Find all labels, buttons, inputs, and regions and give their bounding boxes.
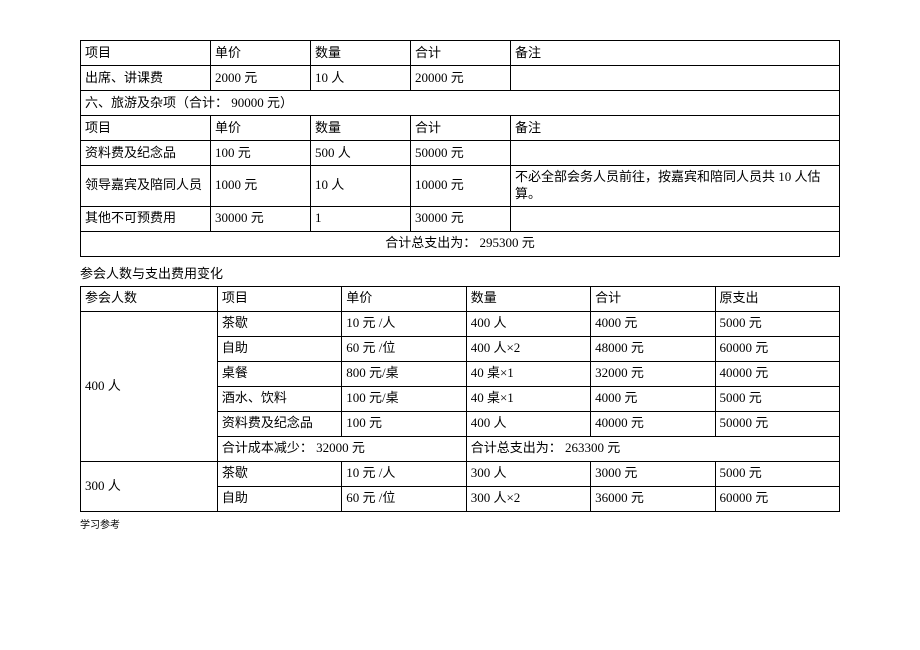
col-header: 原支出 [715, 286, 839, 311]
cell: 10000 元 [411, 166, 511, 207]
cell: 100 元 [211, 141, 311, 166]
cell: 36000 元 [591, 486, 715, 511]
cell: 桌餐 [217, 361, 341, 386]
total-row: 合计总支出为： 295300 元 [81, 231, 840, 256]
cell: 100 元 [342, 411, 466, 436]
table-header-row: 项目 单价 数量 合计 备注 [81, 116, 840, 141]
attendance-cost-table: 参会人数 项目 单价 数量 合计 原支出 400 人 茶歇 10 元 /人 40… [80, 286, 840, 512]
col-header: 数量 [311, 116, 411, 141]
cell: 5000 元 [715, 311, 839, 336]
cell: 60000 元 [715, 336, 839, 361]
table-row: 出席、讲课费 2000 元 10 人 20000 元 [81, 66, 840, 91]
table-row: 资料费及纪念品 100 元 500 人 50000 元 [81, 141, 840, 166]
table-row: 领导嘉宾及陪同人员 1000 元 10 人 10000 元 不必全部会务人员前往… [81, 166, 840, 207]
cell: 100 元/桌 [342, 386, 466, 411]
cell: 300 人×2 [466, 486, 590, 511]
cell: 300 人 [466, 461, 590, 486]
cell: 60 元 /位 [342, 486, 466, 511]
cell: 40 桌×1 [466, 386, 590, 411]
cell: 10 人 [311, 66, 411, 91]
cell: 2000 元 [211, 66, 311, 91]
cell: 60 元 /位 [342, 336, 466, 361]
cell: 10 人 [311, 166, 411, 207]
cell: 1 [311, 206, 411, 231]
cell: 酒水、饮料 [217, 386, 341, 411]
cell: 3000 元 [591, 461, 715, 486]
cell: 60000 元 [715, 486, 839, 511]
cell: 30000 元 [411, 206, 511, 231]
cell: 400 人 [466, 411, 590, 436]
cell: 30000 元 [211, 206, 311, 231]
section-subtitle: 参会人数与支出费用变化 [80, 263, 840, 282]
col-header: 单价 [211, 41, 311, 66]
cell: 出席、讲课费 [81, 66, 211, 91]
cell: 40 桌×1 [466, 361, 590, 386]
col-header: 备注 [511, 116, 840, 141]
table-row: 其他不可预费用 30000 元 1 30000 元 [81, 206, 840, 231]
table-header-row: 参会人数 项目 单价 数量 合计 原支出 [81, 286, 840, 311]
subtotal-left-cell: 合计成本减少： 32000 元 [217, 436, 466, 461]
col-header: 数量 [466, 286, 590, 311]
cell: 5000 元 [715, 386, 839, 411]
cell: 48000 元 [591, 336, 715, 361]
cell: 40000 元 [591, 411, 715, 436]
cell: 不必全部会务人员前往，按嘉宾和陪同人员共 10 人估算。 [511, 166, 840, 207]
cell: 500 人 [311, 141, 411, 166]
col-header: 单价 [342, 286, 466, 311]
table-row: 300 人 茶歇 10 元 /人 300 人 3000 元 5000 元 [81, 461, 840, 486]
cell [511, 141, 840, 166]
cell: 5000 元 [715, 461, 839, 486]
col-header: 数量 [311, 41, 411, 66]
cell: 资料费及纪念品 [217, 411, 341, 436]
cell: 50000 元 [411, 141, 511, 166]
table-header-row: 项目 单价 数量 合计 备注 [81, 41, 840, 66]
col-header: 单价 [211, 116, 311, 141]
cell: 32000 元 [591, 361, 715, 386]
cell: 400 人×2 [466, 336, 590, 361]
group-label-cell: 300 人 [81, 461, 218, 511]
cell: 40000 元 [715, 361, 839, 386]
cell: 自助 [217, 336, 341, 361]
cell: 10 元 /人 [342, 311, 466, 336]
cell: 1000 元 [211, 166, 311, 207]
cell: 茶歇 [217, 311, 341, 336]
col-header: 合计 [411, 116, 511, 141]
section-title-cell: 六、旅游及杂项（合计： 90000 元） [81, 91, 840, 116]
col-header: 项目 [81, 41, 211, 66]
section-row: 六、旅游及杂项（合计： 90000 元） [81, 91, 840, 116]
cell: 领导嘉宾及陪同人员 [81, 166, 211, 207]
footer-note: 学习参考 [80, 516, 840, 531]
cell: 其他不可预费用 [81, 206, 211, 231]
cell: 10 元 /人 [342, 461, 466, 486]
cell: 50000 元 [715, 411, 839, 436]
col-header: 项目 [81, 116, 211, 141]
cell: 400 人 [466, 311, 590, 336]
col-header: 合计 [411, 41, 511, 66]
cell: 资料费及纪念品 [81, 141, 211, 166]
col-header: 合计 [591, 286, 715, 311]
budget-summary-table: 项目 单价 数量 合计 备注 出席、讲课费 2000 元 10 人 20000 … [80, 40, 840, 257]
cell: 4000 元 [591, 386, 715, 411]
cell [511, 206, 840, 231]
subtotal-right-cell: 合计总支出为： 263300 元 [466, 436, 839, 461]
table-row: 400 人 茶歇 10 元 /人 400 人 4000 元 5000 元 [81, 311, 840, 336]
col-header: 备注 [511, 41, 840, 66]
cell: 4000 元 [591, 311, 715, 336]
cell: 20000 元 [411, 66, 511, 91]
cell: 800 元/桌 [342, 361, 466, 386]
cell: 茶歇 [217, 461, 341, 486]
group-label-cell: 400 人 [81, 311, 218, 461]
cell: 自助 [217, 486, 341, 511]
total-cell: 合计总支出为： 295300 元 [81, 231, 840, 256]
col-header: 参会人数 [81, 286, 218, 311]
col-header: 项目 [217, 286, 341, 311]
cell [511, 66, 840, 91]
